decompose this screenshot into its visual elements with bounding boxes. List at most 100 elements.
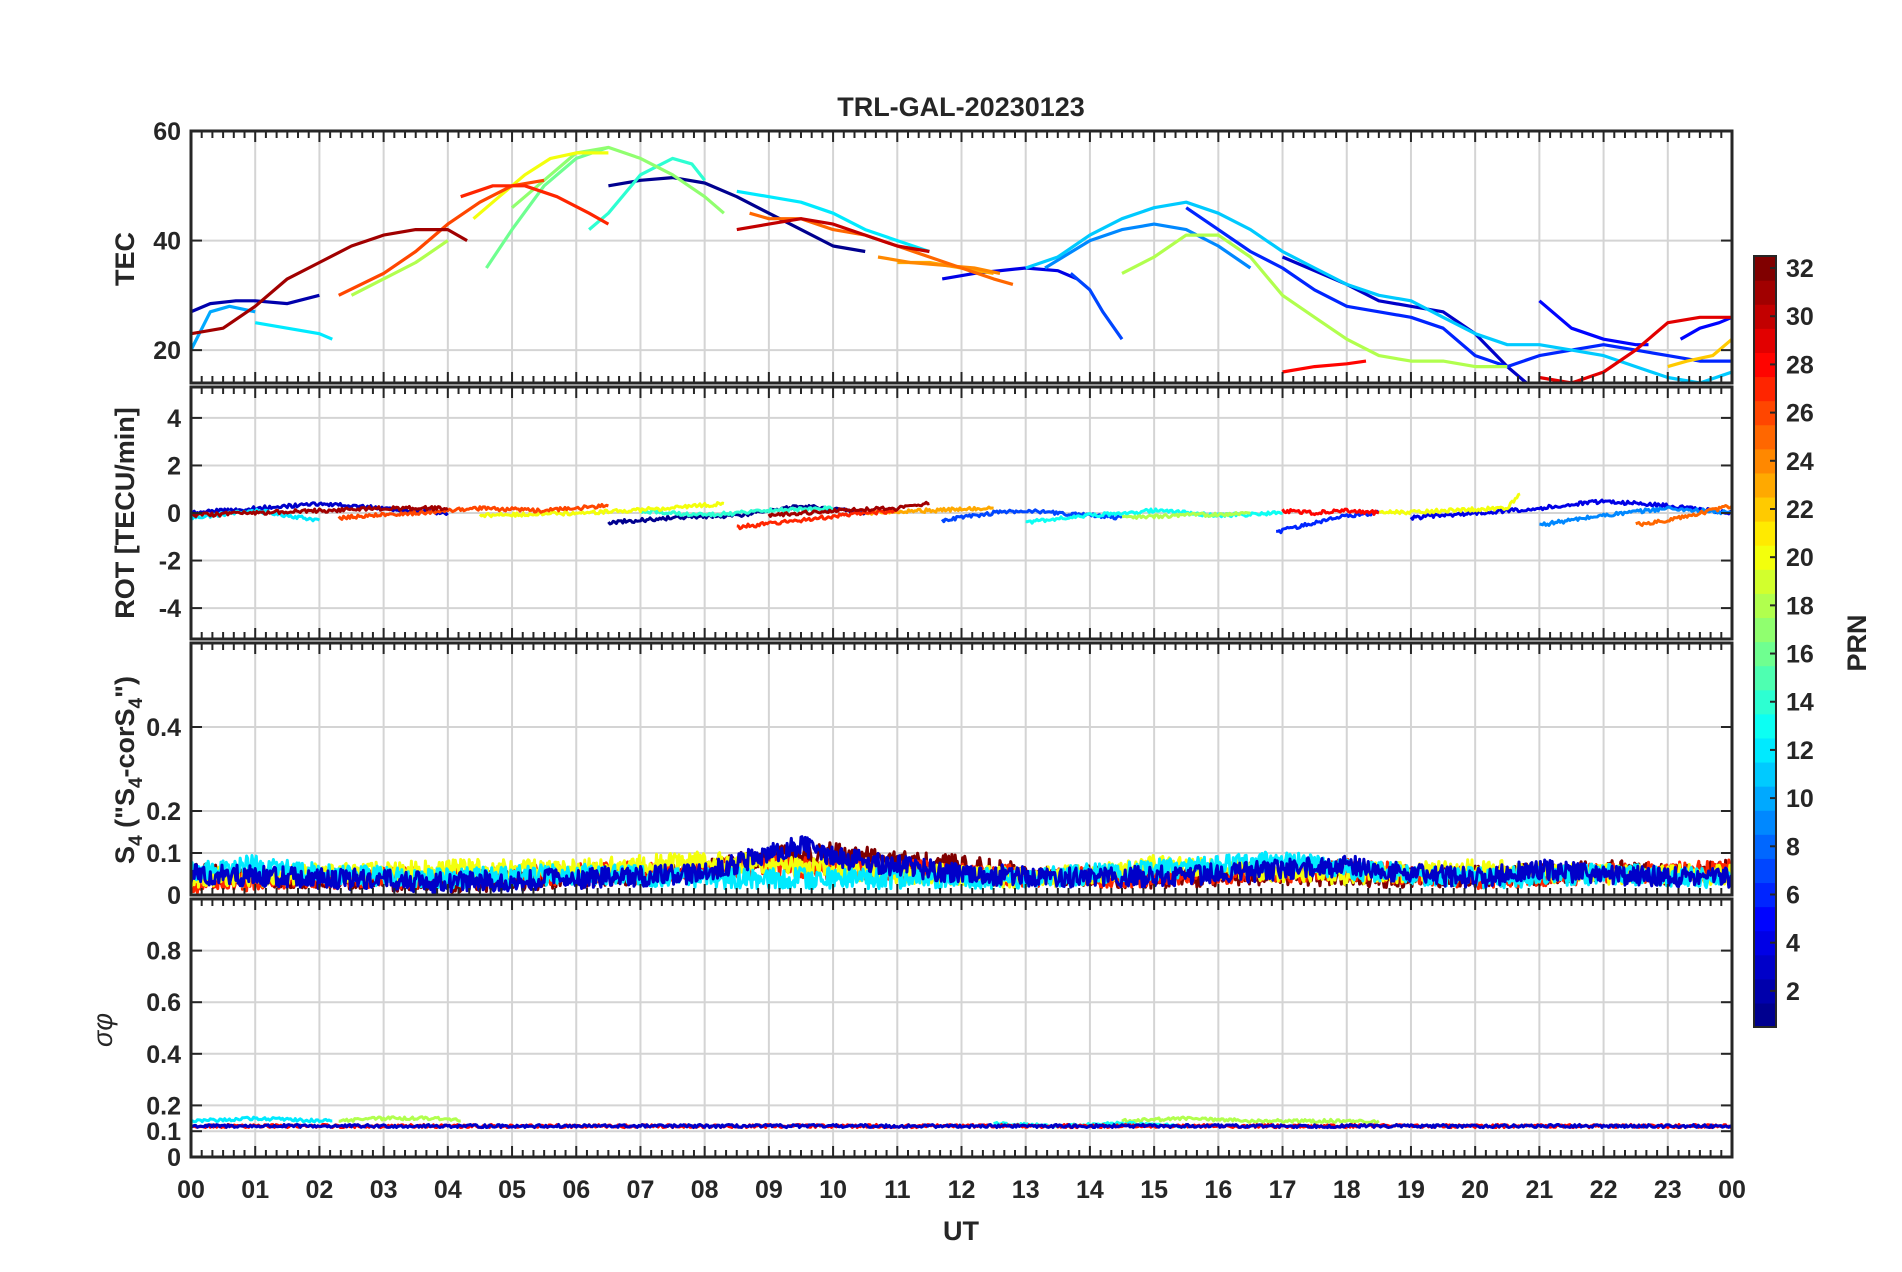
colorbar-bin — [1754, 569, 1776, 594]
x-tick-label: 03 — [370, 1176, 398, 1204]
series-line-prn-31 — [767, 500, 930, 518]
colorbar-bin — [1754, 882, 1776, 908]
x-tick-label: 13 — [1012, 1176, 1040, 1204]
colorbar-tick-label: 8 — [1786, 833, 1800, 861]
series-line-prn-28 — [1281, 507, 1380, 517]
x-tick-label: 23 — [1654, 1176, 1682, 1204]
axes-frame — [189, 641, 1734, 897]
x-tick-label: 06 — [562, 1176, 590, 1204]
colorbar-bin — [1754, 906, 1776, 932]
colorbar-bin — [1754, 1002, 1776, 1028]
x-tick-label: 04 — [434, 1176, 462, 1204]
colorbar-bin — [1754, 858, 1776, 884]
y-tick-label: 0.1 — [146, 840, 181, 868]
series-line-prn-4 — [1409, 498, 1732, 521]
series-line-prn-18 — [1121, 511, 1251, 520]
series-line-prn-31 — [191, 228, 468, 336]
colorbar-bin — [1754, 689, 1776, 715]
colorbar-tick-label: 20 — [1786, 544, 1814, 572]
series-line-prn-31 — [191, 504, 449, 519]
series-line-prn-26 — [337, 503, 609, 521]
colorbar-bin — [1754, 834, 1776, 859]
colorbar-bin — [1754, 978, 1776, 1004]
x-tick-label: 08 — [691, 1176, 719, 1204]
x-tick-label: 09 — [755, 1176, 783, 1204]
colorbar-bin — [1754, 424, 1776, 450]
colorbar-bin — [1754, 256, 1776, 281]
series-line-prn-18 — [338, 1115, 461, 1123]
sigma-phi-ylabel: σφ — [88, 1013, 118, 1047]
colorbar-bin — [1754, 328, 1776, 353]
y-tick-label: 0.6 — [146, 989, 181, 1017]
colorbar-bin — [1754, 713, 1776, 739]
series-line-prn-18 — [1121, 1115, 1380, 1124]
x-tick-label: 10 — [819, 1176, 847, 1204]
colorbar-bin — [1754, 930, 1776, 956]
colorbar-tick-label: 30 — [1786, 303, 1814, 331]
series-line-prn-20 — [478, 501, 725, 519]
colorbar-bin — [1754, 304, 1776, 329]
x-tick-label: 01 — [241, 1176, 269, 1204]
series-line-prn-22 — [1667, 337, 1732, 369]
colorbar-frame — [1753, 255, 1777, 1028]
series-line-prn-24 — [877, 255, 1001, 275]
series-group — [191, 492, 1732, 535]
sigma-phi-panel: 00.10.2 0.4 0.6 0.8 — [146, 897, 1734, 1172]
rot-ylabel: ROT [TECU/min] — [110, 407, 140, 618]
series-line-prn-12 — [191, 1115, 333, 1124]
series-line-prn-2 — [191, 293, 320, 314]
series-line-prn-27 — [736, 508, 898, 531]
series-line-prn-9 — [1044, 222, 1252, 270]
s4-ylabel: S4 ("S4-corS4") — [110, 676, 147, 864]
colorbar-bin — [1754, 641, 1776, 667]
series-line-prn-12 — [736, 189, 930, 254]
series-line-prn-18 — [1121, 233, 1508, 369]
series-line-prn-28 — [1282, 359, 1367, 374]
colorbar-tick-label: 4 — [1786, 930, 1800, 958]
series-line-prn-14 — [639, 505, 834, 518]
x-tick-label: 15 — [1140, 1176, 1168, 1204]
colorbar-tick-label: 10 — [1786, 785, 1814, 813]
y-tick-label: 0.4 — [146, 714, 181, 742]
colorbar-bin — [1754, 665, 1776, 691]
colorbar-tick-label: 24 — [1786, 448, 1814, 476]
series-line-prn-29 — [1539, 315, 1732, 383]
y-tick-label: 60 — [153, 118, 181, 146]
series-line-prn-20 — [1378, 492, 1521, 516]
x-tick-label: 05 — [498, 1176, 526, 1204]
x-axis-label: UT — [943, 1216, 979, 1246]
x-tick-label: 00 — [1718, 1176, 1746, 1204]
colorbar-tick-label: 2 — [1786, 978, 1800, 1006]
colorbar-bin — [1754, 617, 1776, 643]
colorbar-tick-label: 14 — [1786, 689, 1814, 717]
tec-panel: 20 40 60 — [153, 118, 1734, 385]
axes-frame — [189, 385, 1734, 641]
colorbar-bin — [1754, 472, 1776, 498]
axes-frame — [189, 129, 1734, 385]
colorbar-bin — [1754, 400, 1776, 426]
series-line-prn-7 — [1069, 272, 1124, 341]
x-tick-label: 21 — [1525, 1176, 1553, 1204]
series-line-prn-1 — [607, 504, 866, 526]
series-line-prn-3 — [191, 501, 449, 516]
series-line-prn-25 — [1635, 504, 1732, 527]
colorbar-tick-label: 6 — [1786, 881, 1800, 909]
series-line-prn-20 — [472, 151, 609, 220]
y-tick-label: 0 — [167, 500, 181, 528]
colorbar-tick-label: 16 — [1786, 641, 1814, 669]
figure-title: TRL-GAL-20230123 — [837, 92, 1085, 122]
series-line-prn-5 — [1679, 315, 1732, 341]
y-tick-label: 0.4 — [146, 1041, 181, 1069]
colorbar-label: PRN — [1842, 614, 1872, 671]
y-tick-label: 0.8 — [146, 938, 181, 966]
x-tick-label: 11 — [884, 1176, 911, 1204]
series-group — [191, 145, 1732, 383]
series-line-prn-18 — [350, 239, 449, 297]
x-tick-label: 19 — [1397, 1176, 1425, 1204]
series-line-prn-1 — [608, 176, 866, 254]
y-tick-label: 0.1 — [146, 1118, 181, 1146]
colorbar-tick-label: 26 — [1786, 400, 1814, 428]
x-tick-label: 18 — [1333, 1176, 1361, 1204]
y-tick-label: -4 — [159, 595, 181, 623]
